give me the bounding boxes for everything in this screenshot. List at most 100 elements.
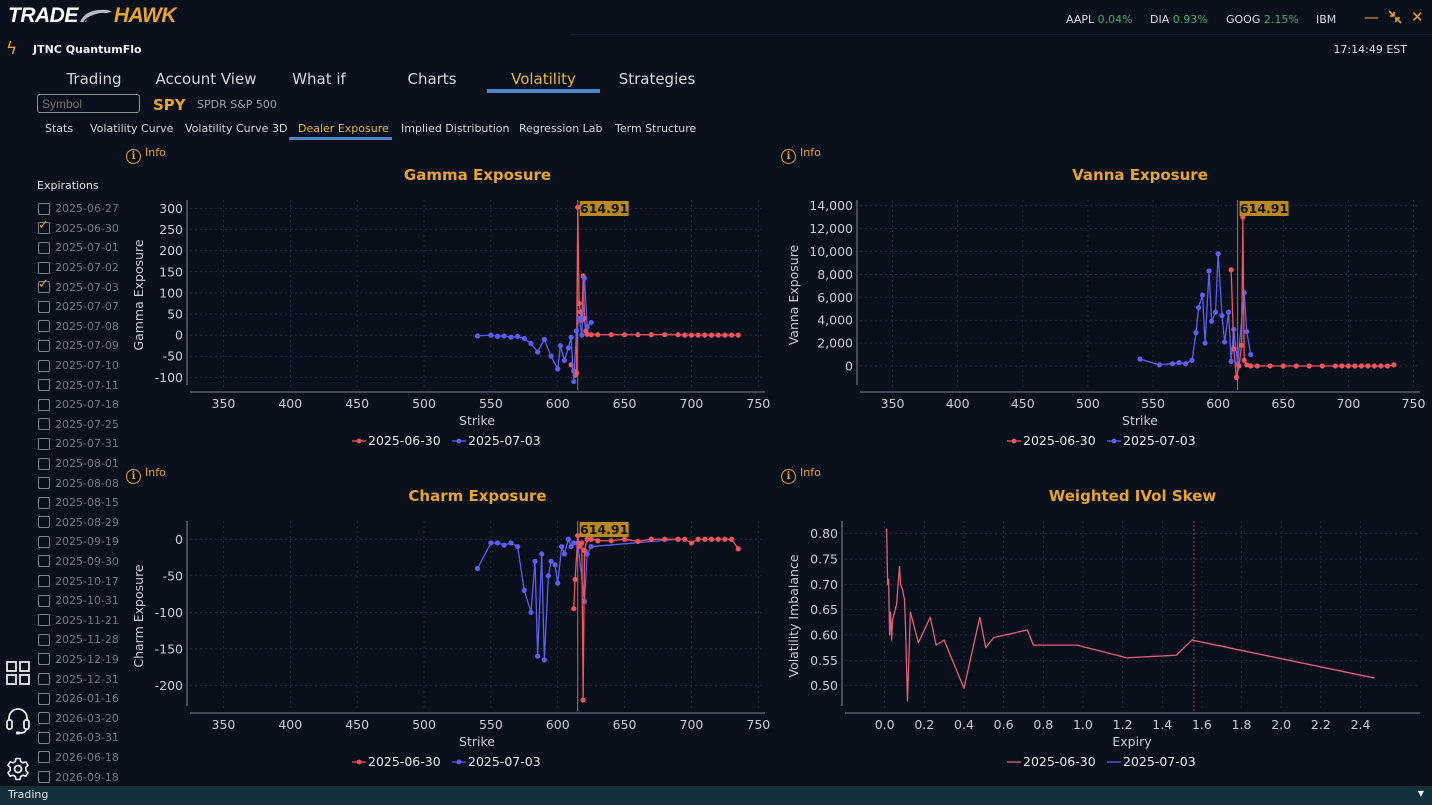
expiration-item[interactable]: 2025-07-25	[38, 415, 119, 435]
subtab-regression-lab[interactable]: Regression Lab	[519, 122, 603, 135]
tab-what-if[interactable]: What if	[292, 70, 346, 88]
subtab-volatility-curve-3d[interactable]: Volatility Curve 3D	[185, 122, 288, 135]
expiration-item[interactable]: 2025-06-30	[38, 218, 119, 239]
expiration-item[interactable]: 2025-08-15	[38, 493, 119, 513]
checkbox[interactable]	[38, 771, 50, 784]
expiration-item[interactable]: 2025-11-21	[38, 610, 119, 630]
expiration-item[interactable]: 2025-10-31	[38, 591, 119, 611]
expiration-item[interactable]: 2025-07-03	[38, 277, 119, 297]
checkbox[interactable]	[38, 712, 50, 725]
restore-button[interactable]	[1388, 10, 1402, 28]
expiration-item[interactable]: 2026-03-31	[38, 728, 119, 748]
checkbox[interactable]	[38, 496, 50, 509]
charm-exposure-chart[interactable]: Charm Exposure 350 400 450 500 550 600 650 700 75…	[125, 481, 775, 784]
y-tick-label: 10,000	[809, 244, 853, 259]
info-button-charm[interactable]: i Info	[126, 466, 166, 484]
settings-button[interactable]	[6, 757, 30, 785]
checkbox[interactable]	[38, 457, 50, 470]
checkbox[interactable]	[38, 653, 50, 666]
ticker-ibm[interactable]: IBM	[1316, 13, 1336, 26]
expiration-item[interactable]: 2025-09-30	[38, 552, 119, 572]
tab-strategies[interactable]: Strategies	[618, 70, 696, 88]
expiration-item[interactable]: 2025-07-31	[38, 434, 119, 454]
expiration-item[interactable]: 2025-07-07	[38, 297, 119, 317]
expiration-item[interactable]: 2025-07-02	[38, 258, 119, 278]
tab-volatility[interactable]: Volatility	[511, 70, 576, 88]
checkbox[interactable]	[38, 379, 50, 392]
checkbox[interactable]	[38, 614, 50, 627]
expiration-item[interactable]: 2025-09-19	[38, 532, 119, 552]
checkbox[interactable]	[38, 477, 50, 490]
tab-trading[interactable]: Trading	[66, 70, 122, 88]
expiration-item[interactable]: 2026-01-16	[38, 689, 119, 709]
checkbox[interactable]	[38, 359, 50, 372]
subtab-volatility-curve[interactable]: Volatility Curve	[90, 122, 174, 135]
grid-button[interactable]	[6, 661, 30, 689]
close-button[interactable]: ✕	[1411, 8, 1424, 26]
checkbox-checked[interactable]	[38, 277, 50, 294]
expiration-item[interactable]: 2025-07-08	[38, 317, 119, 337]
ticker-dia[interactable]: DIA 0.93%	[1150, 13, 1208, 26]
expiration-item[interactable]: 2025-11-28	[38, 630, 119, 650]
expiration-item[interactable]: 2025-10-17	[38, 571, 119, 591]
y-tick-label: -50	[163, 568, 183, 583]
expiration-item[interactable]: 2025-12-19	[38, 650, 119, 670]
checkbox[interactable]	[38, 300, 50, 313]
symbol-input[interactable]	[37, 94, 140, 113]
expiration-item[interactable]: 2025-07-10	[38, 356, 119, 376]
checkbox-checked[interactable]	[38, 218, 50, 235]
info-button-skew[interactable]: i Info	[781, 466, 821, 484]
status-dropdown-icon[interactable]: ▼	[1417, 789, 1424, 798]
expiration-item[interactable]: 2026-06-18	[38, 748, 119, 768]
checkbox[interactable]	[38, 535, 50, 548]
checkbox[interactable]	[38, 751, 50, 764]
minimize-button[interactable]: —	[1364, 8, 1379, 26]
weighted-ivol-skew-chart[interactable]: Weighted IVol Skew 0.0 0.2 0.4 0.6 0.8 1.0 1.2 1…	[780, 481, 1430, 784]
expiration-item[interactable]: 2025-08-08	[38, 473, 119, 493]
vanna-exposure-chart[interactable]: Vanna Exposure 350 400 450 500 550 600 650 700 75…	[780, 160, 1430, 465]
subtab-implied-distribution[interactable]: Implied Distribution	[401, 122, 510, 135]
x-tick-label: 2.4	[1351, 717, 1371, 732]
expiration-item[interactable]: 2025-08-29	[38, 513, 119, 533]
tab-charts[interactable]: Charts	[407, 70, 457, 88]
expiration-item[interactable]: 2025-07-11	[38, 375, 119, 395]
checkbox[interactable]	[38, 202, 50, 215]
checkbox[interactable]	[38, 516, 50, 529]
checkbox[interactable]	[38, 320, 50, 333]
expiration-item[interactable]: 2025-06-27	[38, 199, 119, 219]
expiration-item[interactable]: 2025-08-01	[38, 454, 119, 474]
subtab-term-structure[interactable]: Term Structure	[615, 122, 697, 135]
ticker-aapl[interactable]: AAPL 0.04%	[1066, 13, 1133, 26]
subtab-dealer-exposure[interactable]: Dealer Exposure	[298, 122, 389, 135]
checkbox[interactable]	[38, 594, 50, 607]
expiration-item[interactable]: 2025-12-31	[38, 669, 119, 689]
support-button[interactable]	[6, 707, 30, 739]
checkbox[interactable]	[38, 339, 50, 352]
tab-account-view[interactable]: Account View	[155, 70, 257, 88]
checkbox[interactable]	[38, 633, 50, 646]
expiration-item[interactable]: 2026-09-18	[38, 767, 119, 787]
legend-label: 2025-07-03	[1123, 754, 1196, 769]
expiration-item[interactable]: 2025-07-09	[38, 336, 119, 356]
ticker-goog[interactable]: GOOG 2.15%	[1226, 13, 1299, 26]
expiration-item[interactable]: 2025-07-18	[38, 395, 119, 415]
info-button-vanna[interactable]: i Info	[781, 146, 821, 164]
checkbox[interactable]	[38, 673, 50, 686]
checkbox[interactable]	[38, 398, 50, 411]
info-label: Info	[145, 466, 166, 479]
expiration-item[interactable]: 2026-03-20	[38, 708, 119, 728]
checkbox[interactable]	[38, 575, 50, 588]
checkbox[interactable]	[38, 731, 50, 744]
checkbox[interactable]	[38, 437, 50, 450]
checkbox[interactable]	[38, 261, 50, 274]
info-button-gamma[interactable]: i Info	[126, 146, 166, 164]
headset-icon	[6, 708, 30, 735]
checkbox[interactable]	[38, 418, 50, 431]
expiration-item[interactable]: 2025-07-01	[38, 238, 119, 258]
checkbox[interactable]	[38, 241, 50, 254]
y-tick-label: 300	[159, 201, 183, 216]
subtab-stats[interactable]: Stats	[45, 122, 74, 135]
checkbox[interactable]	[38, 555, 50, 568]
checkbox[interactable]	[38, 692, 50, 705]
